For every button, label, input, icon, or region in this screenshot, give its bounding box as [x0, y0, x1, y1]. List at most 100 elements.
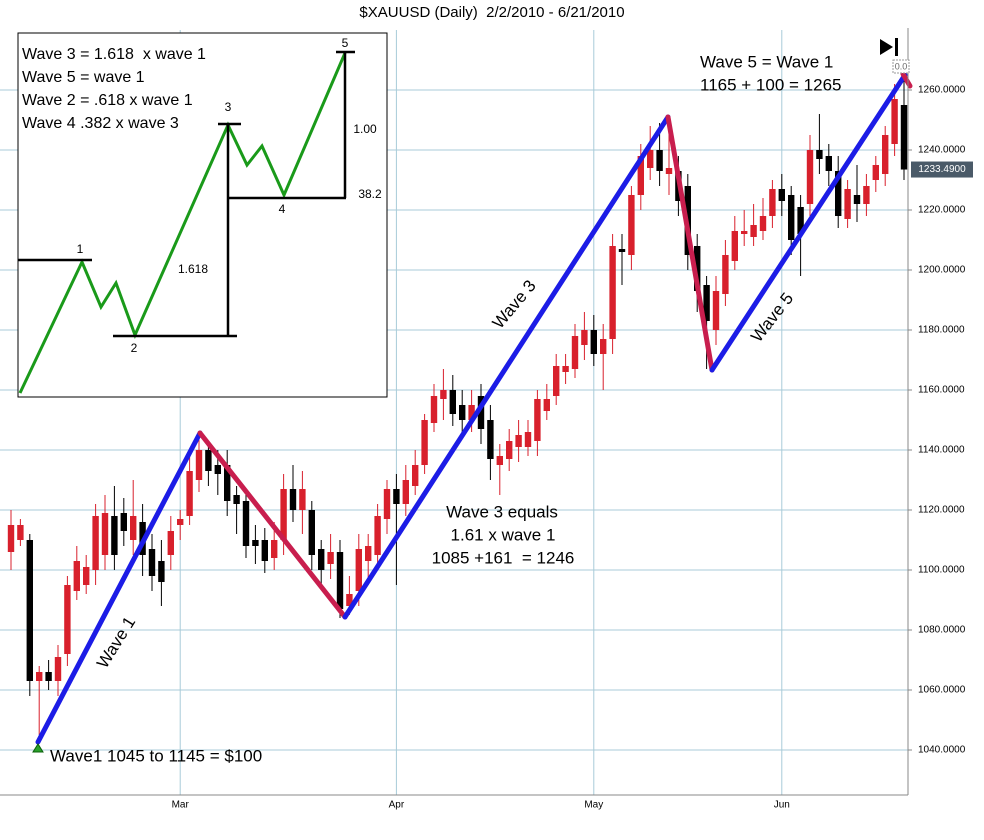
candle-body: [54, 657, 62, 681]
play-icon[interactable]: [880, 39, 893, 55]
wave-line: [197, 430, 348, 620]
candle-body: [430, 396, 438, 423]
play-bar[interactable]: [895, 38, 898, 56]
candle-body: [402, 480, 409, 504]
y-tick-label: 1120.0000: [918, 505, 965, 516]
y-tick-label: 1260.0000: [918, 85, 966, 96]
candle-body: [712, 291, 720, 330]
candle-body: [92, 516, 99, 570]
wave-line: [35, 430, 203, 745]
x-tick-label: May: [584, 800, 603, 811]
x-tick-label: Mar: [172, 800, 190, 811]
candle-body: [534, 399, 541, 441]
candle-body: [111, 516, 118, 555]
wave-lines: [35, 71, 913, 745]
candle-body: [506, 441, 513, 459]
candle-body: [7, 525, 15, 552]
candle-body: [656, 150, 663, 171]
annotation: 1.61 x wave 1: [451, 525, 556, 544]
wave-line: [665, 114, 715, 373]
annotation: Wave 5 = Wave 1: [700, 52, 833, 71]
candle-body: [261, 540, 268, 561]
candle-body: [703, 285, 710, 321]
candle-body: [891, 99, 898, 144]
candle-body: [289, 489, 297, 510]
candle-body: [280, 489, 287, 540]
candle-body: [647, 150, 654, 168]
start-marker: [32, 743, 44, 753]
candle-body: [308, 510, 315, 555]
candle-body: [628, 195, 635, 255]
candle-body: [327, 552, 334, 564]
point-label: 3: [225, 100, 232, 114]
candle-body: [477, 396, 485, 429]
y-tick-label: 1180.0000: [918, 325, 965, 336]
point-label: 2: [131, 341, 138, 355]
candle-body: [806, 150, 814, 204]
candle-body: [271, 540, 278, 558]
candle-body: [741, 231, 748, 234]
y-tick-label: 1140.0000: [918, 445, 965, 456]
candle-body: [515, 435, 522, 447]
y-tick-label: 1040.0000: [918, 745, 966, 756]
candle-body: [130, 516, 137, 540]
y-tick-label: 1100.0000: [918, 565, 965, 576]
y-tick-label: 1200.0000: [918, 265, 966, 276]
annotation: 1085 +161 = 1246: [432, 548, 575, 567]
point-label: 1: [77, 242, 84, 256]
candle-body: [440, 390, 447, 399]
candle-body: [609, 246, 616, 339]
inset-text: Wave 2 = .618 x wave 1: [22, 92, 193, 109]
candle-body: [863, 186, 870, 204]
candle-body: [562, 366, 569, 372]
candle-body: [731, 231, 738, 261]
candle-body: [543, 399, 550, 411]
candle-body: [195, 450, 203, 480]
candle-body: [665, 168, 673, 174]
x-tick-label: Jun: [774, 800, 790, 811]
candle-body: [299, 489, 306, 510]
candle-body: [383, 489, 391, 519]
candle-body: [36, 672, 43, 681]
candle-body: [468, 405, 475, 420]
inset-wave: [18, 52, 347, 394]
wave-line: [709, 72, 908, 373]
inset-text: Wave 4 .382 x wave 3: [22, 115, 179, 132]
ratio-label: 38.2: [358, 187, 382, 201]
candle-body: [101, 513, 109, 555]
candle-body: [393, 489, 400, 504]
candle-body: [167, 531, 174, 555]
wave-line: [900, 71, 913, 89]
candle-body: [224, 465, 231, 501]
x-tick-label: Apr: [389, 800, 405, 811]
candle-body: [788, 195, 795, 240]
candle-body: [900, 105, 908, 170]
candle-body: [524, 432, 532, 447]
y-tick-label: 1220.0000: [918, 205, 966, 216]
candle-body: [449, 390, 456, 414]
candle-body: [694, 246, 701, 291]
candle-body: [148, 549, 156, 576]
annotation: Wave1 1045 to 1145 = $100: [50, 746, 262, 765]
last-price-label: 1233.4900: [918, 164, 966, 175]
wave-line: [342, 114, 671, 620]
candle-body: [722, 255, 729, 294]
candle-body: [618, 249, 626, 252]
candle-body: [252, 540, 259, 546]
candle-body: [242, 501, 250, 546]
y-tick-label: 1060.0000: [918, 685, 966, 696]
candle-body: [26, 540, 33, 681]
last-price-box: [911, 161, 973, 178]
candle-body: [318, 549, 325, 570]
candle-body: [637, 156, 644, 195]
inset-text: Wave 5 = wave 1: [22, 69, 145, 86]
candle-body: [496, 456, 503, 465]
candle-body: [64, 585, 71, 654]
y-tick-label: 1160.0000: [918, 385, 965, 396]
candle-body: [844, 189, 851, 219]
toolbar-icon[interactable]: [880, 38, 898, 56]
candle-body: [17, 525, 24, 540]
candle-body: [233, 495, 240, 504]
ratio-label: 1.00: [353, 122, 377, 136]
